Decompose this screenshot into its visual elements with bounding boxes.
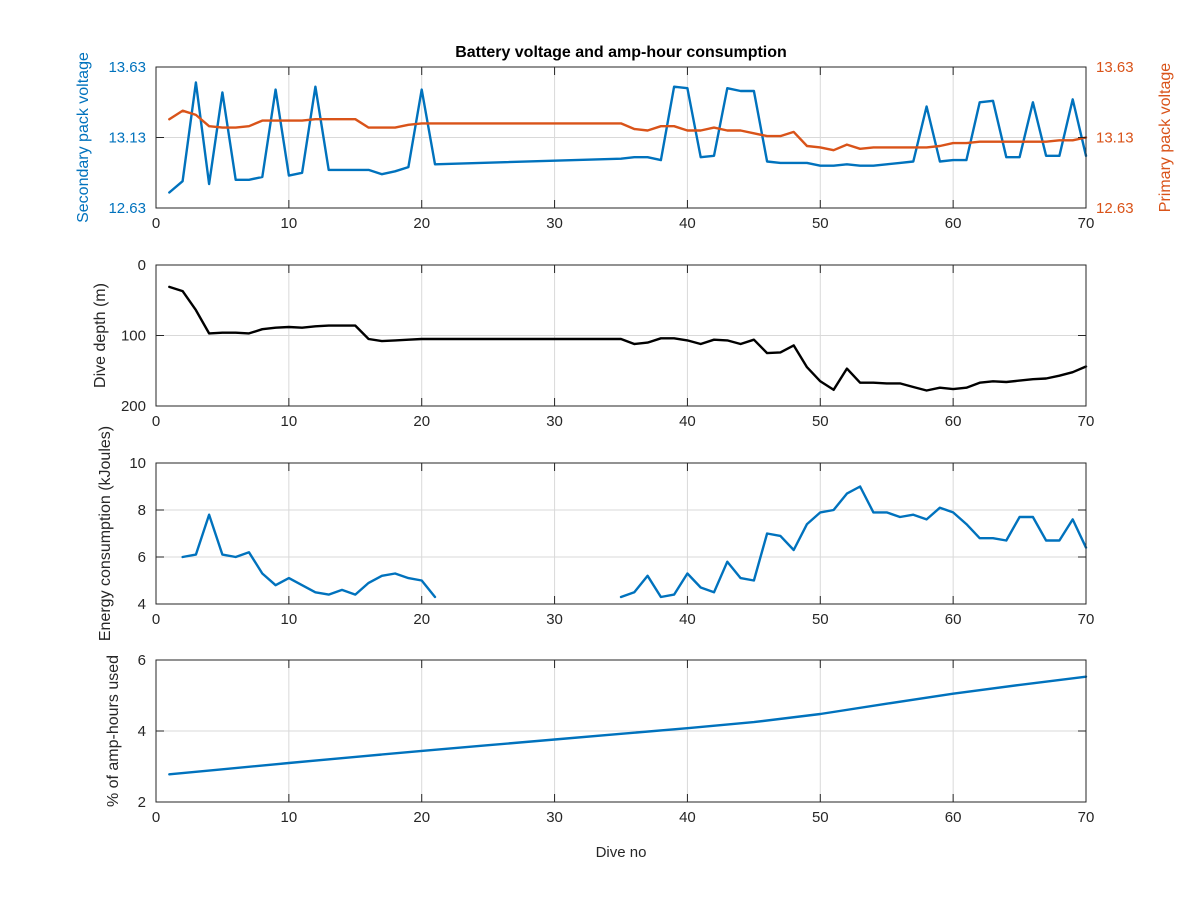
y-axis-label: % of amp-hours used — [105, 655, 122, 807]
panel-depth: 0 10 20 30 40 50 60 70 0 100 200 Dive depth (m) — [92, 257, 1094, 430]
x-tick-label: 10 — [281, 611, 298, 628]
y-tick-label: 6 — [138, 549, 146, 566]
x-tick-label: 0 — [152, 611, 160, 628]
y-tick-label: 6 — [138, 652, 146, 669]
x-tick-label: 10 — [281, 413, 298, 430]
y-axis-label: Energy consumption (kJoules) — [97, 426, 114, 641]
x-tick-label: 40 — [679, 611, 696, 628]
series-line-depth-0 — [168, 285, 1088, 392]
plot-area — [156, 463, 1086, 604]
series-line-energy-0 — [181, 513, 437, 599]
chart-title: Battery voltage and amp-hour consumption — [455, 44, 787, 61]
y-tick-label: 0 — [138, 257, 146, 274]
x-tick-label: 60 — [945, 413, 962, 430]
x-tick-label: 70 — [1078, 413, 1095, 430]
y-tick-label: 13.63 — [108, 59, 146, 76]
y-tick-label: 100 — [121, 328, 146, 345]
x-tick-label: 30 — [546, 809, 563, 826]
x-tick-label: 70 — [1078, 809, 1095, 826]
y2-tick-label: 13.63 — [1096, 59, 1134, 76]
x-tick-label: 30 — [546, 611, 563, 628]
y2-tick-label: 12.63 — [1096, 200, 1134, 217]
axes-box — [155, 462, 1087, 605]
y-axis-label: Secondary pack voltage — [75, 52, 92, 223]
x-tick-label: 50 — [812, 611, 829, 628]
series-line-energy-1 — [619, 485, 1088, 599]
x-tick-label: 50 — [812, 413, 829, 430]
x-tick-label: 60 — [945, 809, 962, 826]
panel-amphours: 0 10 20 30 40 50 60 70 2 4 6 % of amp-hours used Div… — [105, 652, 1094, 861]
x-tick-label: 20 — [413, 413, 430, 430]
x-tick-label: 0 — [152, 413, 160, 430]
y-tick-label: 4 — [138, 723, 146, 740]
y-axis-label: Dive depth (m) — [92, 283, 109, 388]
panel-energy: 0 10 20 30 40 50 60 70 4 6 8 10 Energy consumption (… — [97, 426, 1094, 641]
x-tick-label: 40 — [679, 215, 696, 232]
x-tick-label: 0 — [152, 809, 160, 826]
x-axis-label: Dive no — [596, 844, 647, 861]
y-tick-label: 8 — [138, 502, 146, 519]
y2-axis-label: Primary pack voltage — [1157, 63, 1174, 212]
y-tick-label: 10 — [129, 455, 146, 472]
y-tick-label: 2 — [138, 794, 146, 811]
series-line-voltage-1 — [168, 109, 1088, 152]
x-tick-label: 30 — [546, 413, 563, 430]
y-tick-label: 4 — [138, 596, 146, 613]
x-tick-label: 70 — [1078, 215, 1095, 232]
panel-voltage: 0 10 20 30 40 50 60 7012.6313.1313.63Secondary … — [75, 52, 1174, 232]
x-tick-label: 10 — [281, 809, 298, 826]
series-line-voltage-0 — [168, 81, 1088, 194]
x-tick-label: 70 — [1078, 611, 1095, 628]
y2-tick-label: 13.13 — [1096, 130, 1134, 147]
x-tick-label: 40 — [679, 809, 696, 826]
x-tick-label: 60 — [945, 215, 962, 232]
y-tick-label: 200 — [121, 398, 146, 415]
y-tick-label: 12.63 — [108, 200, 146, 217]
x-tick-label: 20 — [413, 215, 430, 232]
x-tick-label: 60 — [945, 611, 962, 628]
plots: 0 10 20 30 40 50 60 7012.6313.1313.63Secondary … — [75, 52, 1174, 861]
series-line-amphours-0 — [168, 675, 1088, 776]
x-tick-label: 10 — [281, 215, 298, 232]
x-tick-label: 50 — [812, 215, 829, 232]
x-tick-label: 30 — [546, 215, 563, 232]
y-tick-label: 13.13 — [108, 130, 146, 147]
x-tick-label: 0 — [152, 215, 160, 232]
x-tick-label: 20 — [413, 611, 430, 628]
x-tick-label: 50 — [812, 809, 829, 826]
x-tick-label: 40 — [679, 413, 696, 430]
x-tick-label: 20 — [413, 809, 430, 826]
